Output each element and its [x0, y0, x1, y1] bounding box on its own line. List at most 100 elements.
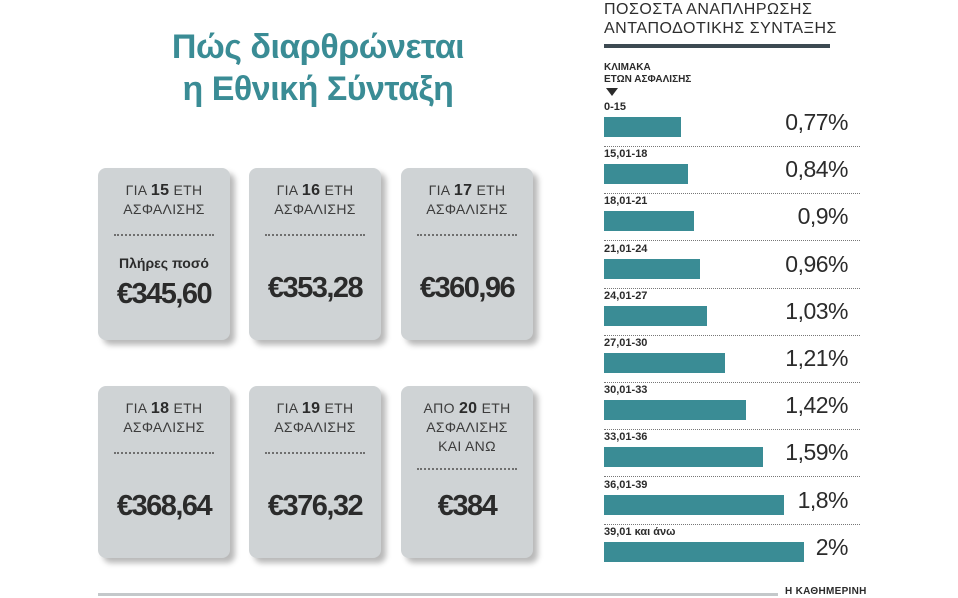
bar [604, 541, 804, 562]
pension-card-16: ΓΙΑ 16 ΕΤΗ ΑΣΦΑΛΙΣΗΣ €353,28 [249, 168, 381, 340]
caption-prefix: ΓΙΑ [428, 182, 450, 198]
title-line-1: Πώς διαρθρώνεται [171, 28, 465, 66]
chart-title-line-2: ΑΝΤΑΠΟΔΟΤΙΚΗΣ ΣΥΝΤΑΞΗΣ [604, 20, 837, 37]
bar-row: 24,01-27 1,03% [604, 289, 860, 336]
category-label: 15,01-18 [604, 148, 648, 161]
caption-line-2: ΑΣΦΑΛΙΣΗΣ [426, 201, 508, 217]
pension-card-20-plus: ΑΠΟ 20 ΕΤΗ ΑΣΦΑΛΙΣΗΣ ΚΑΙ ΑΝΩ €384 [401, 386, 533, 558]
row-separator [604, 240, 860, 242]
value-label: 1,42% [785, 392, 848, 419]
caption-prefix: ΓΙΑ [125, 182, 147, 198]
card-amount: €384 [437, 490, 498, 522]
caption-prefix: ΓΙΑ [125, 400, 147, 416]
card-caption: ΓΙΑ 15 ΕΤΗ ΑΣΦΑΛΙΣΗΣ [98, 181, 230, 219]
row-separator [604, 334, 860, 336]
card-divider [114, 234, 214, 236]
caption-suffix: ΕΤΗ [173, 400, 203, 416]
caption-line-2: ΑΣΦΑΛΙΣΗΣ [274, 419, 356, 435]
caption-years: 17 [453, 182, 473, 199]
bar-row: 33,01-36 1,59% [604, 430, 860, 478]
pension-card-15: ΓΙΑ 15 ΕΤΗ ΑΣΦΑΛΙΣΗΣ Πλήρες ποσό €345,60 [98, 168, 230, 340]
value-label: 0,84% [785, 156, 848, 183]
caption-line-2: ΑΣΦΑΛΙΣΗΣ [426, 419, 508, 435]
caption-years: 15 [150, 182, 170, 199]
category-label: 27,01-30 [604, 337, 648, 349]
category-header-line-1: ΚΛΙΜΑΚΑ [604, 62, 651, 73]
value-label: 1,03% [785, 297, 848, 324]
bar-row: 39,01 και άνω 2% [604, 525, 860, 572]
bar-row: 30,01-33 1,42% [604, 383, 860, 431]
category-label: 36,01-39 [604, 478, 648, 491]
bar [604, 211, 694, 232]
value-label: 0,9% [797, 203, 849, 230]
caption-prefix: ΓΙΑ [276, 400, 298, 416]
card-caption: ΓΙΑ 16 ΕΤΗ ΑΣΦΑΛΙΣΗΣ [249, 181, 381, 219]
chart-title-line-1: ΠΟΣΟΣΤΑ ΑΝΑΠΛΗΡΩΣΗΣ [604, 1, 813, 18]
card-caption: ΑΠΟ 20 ΕΤΗ ΑΣΦΑΛΙΣΗΣ ΚΑΙ ΑΝΩ [401, 399, 533, 456]
bar-row: 21,01-24 0,96% [604, 242, 860, 289]
caption-line-2: ΑΣΦΑΛΙΣΗΣ [274, 201, 356, 217]
card-divider [417, 468, 517, 470]
category-label: 24,01-27 [604, 289, 648, 302]
bar-row: 0-15 0,77% [604, 100, 860, 147]
caption-prefix: ΓΙΑ [276, 182, 298, 198]
caption-years: 18 [150, 400, 170, 417]
source-credit: Η ΚΑΘΗΜΕΡΙΝΗ [785, 586, 867, 597]
bar-row: 15,01-18 0,84% [604, 147, 860, 195]
down-arrow-icon [606, 88, 618, 96]
bar [604, 258, 700, 279]
caption-suffix: ΕΤΗ [324, 400, 354, 416]
card-amount: €353,28 [267, 272, 364, 304]
category-label: 33,01-36 [604, 431, 648, 444]
bar [604, 353, 725, 373]
card-divider [265, 234, 365, 236]
chart-title: ΠΟΣΟΣΤΑ ΑΝΑΠΛΗΡΩΣΗΣ ΑΝΤΑΠΟΔΟΤΙΚΗΣ ΣΥΝΤΑΞ… [604, 0, 844, 38]
card-amount: €376,32 [267, 490, 364, 522]
caption-line-2: ΑΣΦΑΛΙΣΗΣ [123, 419, 205, 435]
card-note: Πλήρες ποσό [119, 255, 209, 271]
card-caption: ΓΙΑ 18 ΕΤΗ ΑΣΦΑΛΙΣΗΣ [98, 399, 230, 437]
row-separator [604, 146, 860, 147]
bar [604, 494, 784, 515]
card-divider [265, 452, 365, 454]
value-label: 2% [815, 533, 849, 560]
row-separator [604, 287, 860, 289]
bar-row: 36,01-39 1,8% [604, 478, 860, 525]
card-divider [417, 234, 517, 236]
bar-row: 27,01-30 1,21% [604, 336, 860, 383]
category-label: 18,01-21 [604, 195, 648, 208]
row-separator [604, 193, 860, 195]
card-caption: ΓΙΑ 19 ΕΤΗ ΑΣΦΑΛΙΣΗΣ [249, 399, 381, 437]
row-separator [604, 429, 860, 431]
caption-years: 16 [301, 182, 321, 199]
caption-suffix: ΕΤΗ [324, 182, 354, 198]
bar [604, 447, 763, 468]
caption-line-2: ΑΣΦΑΛΙΣΗΣ [123, 201, 205, 217]
chart-title-rule [604, 44, 830, 48]
bar [604, 400, 746, 421]
caption-suffix: ΕΤΗ [173, 182, 203, 198]
category-header-line-2: ΕΤΩΝ ΑΣΦΑΛΙΣΗΣ [604, 74, 692, 85]
value-label: 0,77% [785, 109, 848, 135]
bar-row: 18,01-21 0,9% [604, 194, 860, 242]
footer-rule [98, 593, 778, 596]
title-line-2: η Εθνική Σύνταξη [182, 70, 454, 108]
card-amount: €360,96 [419, 272, 516, 304]
caption-prefix: ΑΠΟ [423, 400, 455, 416]
caption-line-3: ΚΑΙ ΑΝΩ [438, 438, 496, 454]
value-label: 1,8% [797, 486, 849, 513]
card-caption: ΓΙΑ 17 ΕΤΗ ΑΣΦΑΛΙΣΗΣ [401, 181, 533, 219]
category-label: 21,01-24 [604, 242, 648, 255]
value-label: 0,96% [785, 250, 848, 277]
category-label: 30,01-33 [604, 384, 648, 397]
value-label: 1,59% [785, 439, 848, 466]
category-axis-header: ΚΛΙΜΑΚΑ ΕΤΩΝ ΑΣΦΑΛΙΣΗΣ [604, 62, 691, 86]
row-separator [604, 523, 860, 525]
bar [604, 305, 707, 326]
caption-years: 20 [458, 400, 478, 417]
row-separator [604, 382, 860, 383]
caption-suffix: ΕΤΗ [476, 182, 506, 198]
bar [604, 164, 688, 185]
pension-card-18: ΓΙΑ 18 ΕΤΗ ΑΣΦΑΛΙΣΗΣ €368,64 [98, 386, 230, 558]
pension-card-17: ΓΙΑ 17 ΕΤΗ ΑΣΦΑΛΙΣΗΣ €360,96 [401, 168, 533, 340]
